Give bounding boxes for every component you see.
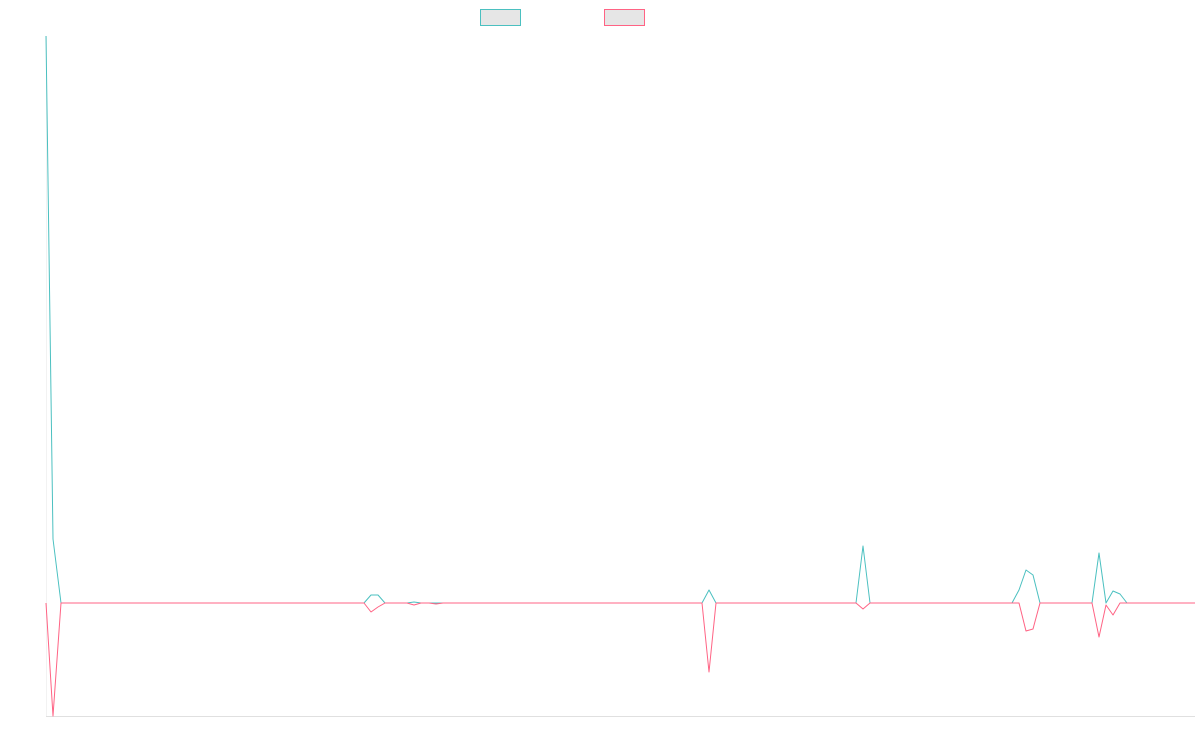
series-line — [45, 602, 1195, 717]
legend-swatch — [480, 9, 521, 26]
legend-swatch — [604, 9, 645, 26]
series-line — [45, 35, 1195, 604]
